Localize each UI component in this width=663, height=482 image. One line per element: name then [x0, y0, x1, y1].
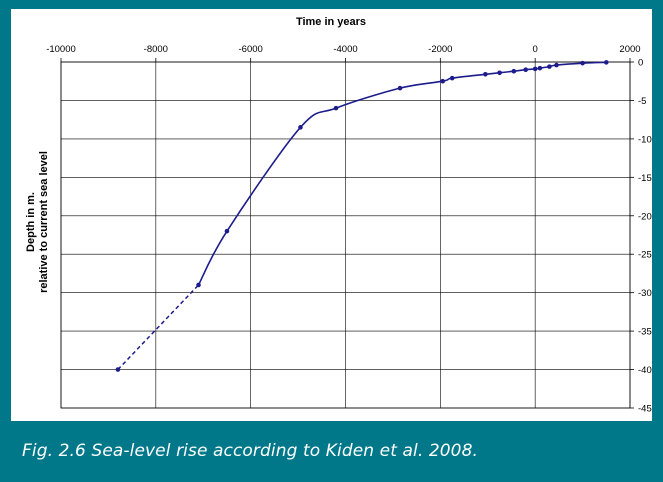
data-point [115, 367, 121, 372]
x-tick-label: -4000 [333, 44, 357, 55]
data-point [547, 64, 552, 69]
x-tick-label: 2000 [619, 44, 640, 55]
y-tick-label: -40 [638, 365, 652, 376]
grid [60, 58, 634, 409]
data-point [537, 65, 543, 71]
dashed-extrapolation-line [117, 284, 200, 371]
data-point [483, 72, 488, 77]
data-point [440, 78, 446, 84]
figure-caption: Fig. 2.6 Sea-level rise according to Kid… [22, 441, 478, 461]
y-tick-label: -25 [638, 250, 652, 261]
tick-labels: 0 -5 -10 -15 -20 -25 -30 -35 -40 -45 -10000 -8000 -6… [46, 44, 652, 415]
chart-panel: Time in years Depth in m. relative to cu… [11, 9, 652, 421]
sea-level-curve [197, 61, 607, 286]
y-tick-label: -45 [638, 404, 652, 415]
series [115, 60, 609, 372]
data-point [532, 66, 538, 72]
plot-area-border [60, 61, 631, 409]
data-point [580, 60, 585, 66]
data-point [497, 70, 502, 76]
y-tick-label: -15 [638, 173, 652, 184]
y-tick-label: -30 [638, 288, 652, 299]
data-point [603, 60, 609, 65]
data-point [224, 228, 230, 234]
data-point [298, 125, 303, 130]
y-tick-label: 0 [638, 58, 643, 69]
y-tick-label: -10 [638, 134, 652, 145]
data-point [523, 67, 528, 72]
chart-title: Time in years [296, 16, 366, 28]
y-tick-label: -20 [638, 211, 652, 222]
data-point [397, 85, 403, 91]
y-tick-label: -35 [638, 327, 652, 338]
data-point [333, 105, 339, 111]
data-point [449, 75, 455, 81]
sea-level-chart: Time in years Depth in m. relative to cu… [25, 16, 652, 415]
y-axis-label-line-1: Depth in m. [25, 192, 37, 252]
data-point [554, 62, 559, 68]
y-axis-label-line-2: relative to current sea level [38, 151, 50, 293]
x-tick-label: -2000 [428, 44, 452, 55]
y-tick-label: -5 [638, 96, 646, 107]
data-point [196, 282, 201, 288]
x-tick-label: -8000 [144, 44, 168, 55]
data-point [511, 68, 517, 74]
x-tick-label: 0 [533, 44, 538, 55]
x-tick-label: -10000 [46, 44, 76, 55]
x-tick-label: -6000 [239, 44, 263, 55]
